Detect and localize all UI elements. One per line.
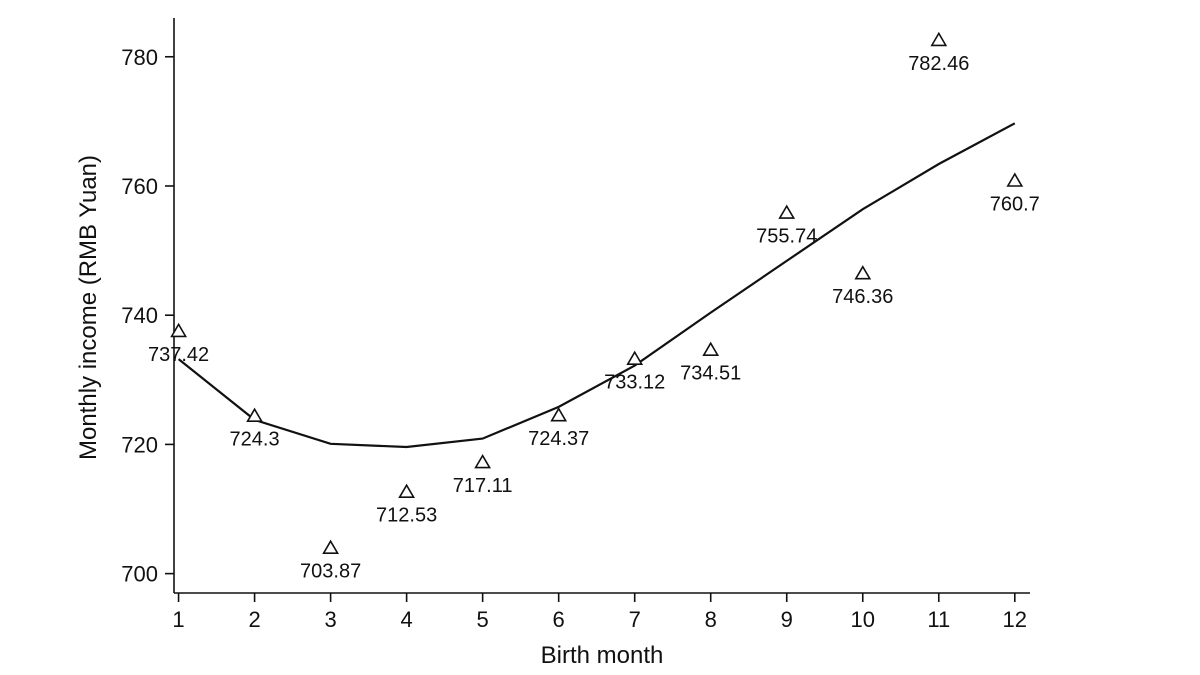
- triangle-marker: [778, 204, 796, 219]
- fitted-line: [177, 122, 1016, 449]
- data-label: 737.42: [148, 344, 209, 366]
- data-label: 734.51: [680, 363, 741, 385]
- triangle-marker: [398, 483, 415, 499]
- triangle-marker: [550, 407, 568, 422]
- data-label: 782.46: [908, 53, 969, 75]
- axes: [173, 18, 1030, 594]
- x-tick-label: 6: [553, 607, 565, 632]
- x-axis-title: Birth month: [541, 642, 664, 669]
- x-tick-label: 12: [1003, 607, 1027, 632]
- data-label: 755.74: [756, 226, 817, 248]
- y-ticks: 700 720 740 760 780: [121, 45, 174, 587]
- x-tick-label: 10: [851, 607, 875, 632]
- triangle-marker: [1006, 172, 1024, 187]
- data-label: 760.7: [990, 193, 1040, 215]
- x-tick-label: 1: [172, 607, 184, 632]
- triangle-marker: [702, 341, 720, 357]
- y-tick-label: 760: [121, 174, 158, 199]
- data-label: 717.11: [453, 475, 513, 497]
- x-tick-label: 5: [477, 607, 489, 632]
- triangle-marker: [474, 454, 491, 469]
- triangle-marker: [930, 31, 948, 47]
- triangle-marker: [854, 265, 872, 280]
- triangle-marker: [626, 350, 644, 366]
- y-tick-label: 720: [121, 432, 158, 457]
- x-tick-label: 7: [629, 607, 641, 632]
- x-tick-label: 9: [781, 607, 793, 632]
- data-label: 746.36: [832, 286, 893, 308]
- data-label: 733.12: [604, 372, 665, 394]
- triangle-marker: [246, 407, 263, 423]
- x-tick-label: 11: [927, 607, 950, 632]
- x-tick-label: 2: [248, 607, 260, 632]
- triangle-marker: [170, 322, 187, 338]
- data-label: 724.3: [230, 429, 280, 451]
- y-tick-label: 740: [121, 303, 158, 328]
- x-tick-label: 3: [324, 607, 336, 632]
- y-tick-label: 700: [121, 562, 158, 587]
- data-label: 703.87: [300, 561, 361, 583]
- data-markers: [170, 31, 1024, 555]
- y-tick-label: 780: [121, 45, 158, 70]
- data-labels: 737.42 724.3 703.87 712.53 717.11 724.37 733.1…: [148, 53, 1040, 583]
- data-label: 712.53: [376, 505, 437, 527]
- y-axis-title: Monthly income (RMB Yuan): [75, 155, 102, 460]
- x-ticks: 1 2 3 4 5 6 7 8 9 10 11 12: [172, 593, 1027, 632]
- data-label: 724.37: [528, 428, 589, 450]
- x-tick-label: 4: [401, 607, 413, 632]
- x-tick-label: 8: [705, 607, 717, 632]
- triangle-marker: [322, 539, 339, 555]
